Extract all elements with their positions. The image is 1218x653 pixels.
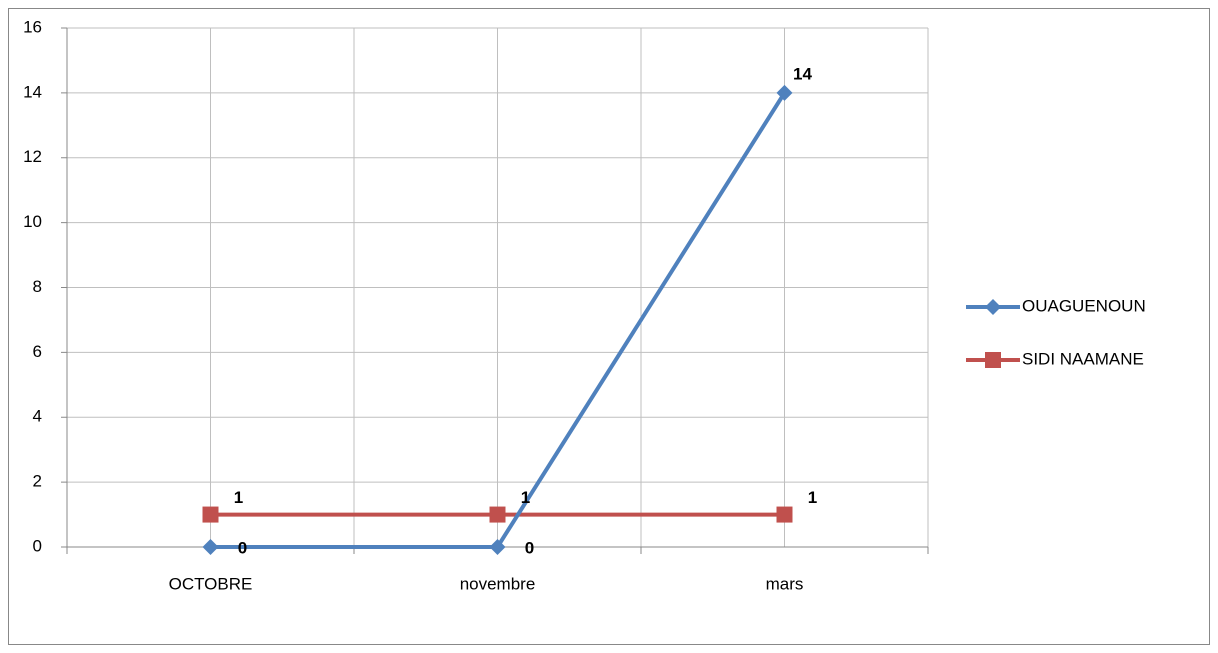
legend-label: OUAGUENOUN [1022,296,1146,315]
marker [776,84,793,101]
marker [776,506,793,523]
marker [202,506,219,523]
data-label: 1 [234,488,243,507]
legend-label: SIDI NAAMANE [1022,349,1144,368]
data-label: 0 [525,538,534,557]
legend-marker [985,352,1001,368]
chart-border [8,8,1210,645]
y-tick-label: 4 [33,407,42,426]
y-tick-label: 6 [33,342,42,361]
legend-marker [985,299,1001,315]
data-label: 1 [808,488,817,507]
y-tick-label: 2 [33,472,42,491]
x-tick-label: novembre [460,574,536,593]
y-tick-label: 16 [23,17,42,36]
x-tick-label: mars [766,574,804,593]
marker [489,506,506,523]
x-tick-label: OCTOBRE [169,574,253,593]
marker [202,539,219,555]
data-label: 0 [238,538,247,557]
data-label: 1 [521,488,530,507]
y-tick-label: 14 [23,82,42,101]
marker [489,539,506,555]
y-tick-label: 0 [33,536,42,555]
y-tick-label: 10 [23,212,42,231]
y-tick-label: 12 [23,147,42,166]
data-label: 14 [793,64,812,83]
y-tick-label: 8 [33,277,42,296]
